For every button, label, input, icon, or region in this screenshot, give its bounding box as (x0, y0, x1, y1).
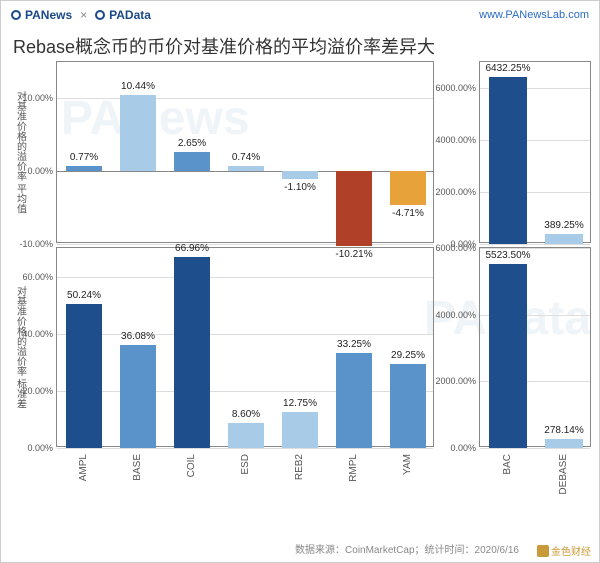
panel-botLeft: 0.00%20.00%40.00%60.00%对基准价格的溢价率 标准差50.2… (56, 247, 434, 447)
ytick: 2000.00% (435, 376, 480, 386)
gridline (480, 448, 590, 449)
chart-grid: PANews PAData -10.00%0.00%10.00%对基准价格的溢价… (1, 61, 600, 521)
bar-REB2 (282, 412, 319, 448)
brand2: PAData (109, 8, 151, 22)
figure-container: PANews × PAData www.PANewsLab.com Rebase… (0, 0, 600, 563)
bar-label: 33.25% (337, 339, 371, 350)
brand-block: PANews × PAData (11, 8, 151, 22)
bar-BAC (489, 77, 527, 244)
bar-label: 36.08% (121, 331, 155, 342)
xtick-ESD: ESD (240, 454, 251, 475)
bar-DEBASE (545, 439, 583, 448)
gridline (57, 391, 433, 392)
ytick: 0.00% (27, 443, 57, 453)
brand-separator: × (80, 8, 87, 22)
bar-COIL (174, 257, 211, 448)
gridline (57, 244, 433, 245)
site-url: www.PANewsLab.com (479, 9, 589, 21)
bar-label: 29.25% (391, 350, 425, 361)
ytick: 0.00% (450, 443, 480, 453)
bar-ESD (228, 423, 265, 448)
bar-label: 2.65% (178, 138, 206, 149)
ytick: 6000.00% (435, 83, 480, 93)
bar-label: 0.77% (70, 152, 98, 163)
bar-label: 0.74% (232, 152, 260, 163)
bar-label: 8.60% (232, 409, 260, 420)
header: PANews × PAData www.PANewsLab.com (1, 1, 599, 29)
bar-label: 50.24% (67, 290, 101, 301)
bar-YAM (390, 171, 427, 205)
zero-line (57, 171, 433, 172)
bar-BAC (489, 264, 527, 448)
bar-COIL (174, 152, 211, 171)
bar-REB2 (282, 171, 319, 179)
bar-AMPL (66, 166, 103, 172)
ytick: 4000.00% (435, 310, 480, 320)
panel-topLeft: -10.00%0.00%10.00%对基准价格的溢价率 平均值0.77%10.4… (56, 61, 434, 243)
bar-label: 12.75% (283, 398, 317, 409)
panel-topRight: 0.00%2000.00%4000.00%6000.00%6432.25%389… (479, 61, 591, 243)
bar-label: -1.10% (284, 182, 316, 193)
ytick: 10.00% (22, 93, 57, 103)
gridline (57, 277, 433, 278)
gridline (480, 248, 590, 249)
bar-label: 6432.25% (485, 63, 530, 74)
bar-BASE (120, 95, 157, 171)
panel-botRight: 0.00%2000.00%4000.00%6000.00%5523.50%278… (479, 247, 591, 447)
bar-RMPL (336, 353, 373, 448)
brand1: PANews (25, 8, 72, 22)
xtick-BAC: BAC (502, 454, 513, 475)
bar-RMPL (336, 171, 373, 245)
bar-label: -4.71% (392, 208, 424, 219)
gridline (57, 98, 433, 99)
ytick: 6000.00% (435, 243, 480, 253)
ytick: 60.00% (22, 272, 57, 282)
bar-YAM (390, 364, 427, 448)
xtick-REB2: REB2 (294, 454, 305, 480)
link-icon (11, 10, 21, 20)
bar-label: 66.96% (175, 243, 209, 254)
bar-label: 5523.50% (485, 250, 530, 261)
xtick-RMPL: RMPL (348, 454, 359, 482)
xtick-BASE: BASE (132, 454, 143, 481)
bar-label: 389.25% (544, 220, 583, 231)
y-axis-label: 对基准价格的溢价率 标准差 (13, 286, 28, 409)
xtick-DEBASE: DEBASE (558, 454, 569, 495)
ytick: 0.00% (27, 166, 57, 176)
xtick-COIL: COIL (186, 454, 197, 477)
gridline (480, 244, 590, 245)
xtick-AMPL: AMPL (78, 454, 89, 481)
ytick: 4000.00% (435, 135, 480, 145)
bar-AMPL (66, 304, 103, 448)
xtick-YAM: YAM (402, 454, 413, 475)
bar-label: 278.14% (544, 425, 583, 436)
gridline (57, 334, 433, 335)
y-axis-label: 对基准价格的溢价率 平均值 (13, 91, 28, 214)
gridline (57, 448, 433, 449)
ytick: 2000.00% (435, 187, 480, 197)
ytick: 20.00% (22, 386, 57, 396)
footer-note: 数据来源：CoinMarketCap；统计时间：2020/6/16 (295, 541, 519, 556)
bar-DEBASE (545, 234, 583, 244)
bar-BASE (120, 345, 157, 448)
ytick: 40.00% (22, 329, 57, 339)
link-icon-2 (95, 10, 105, 20)
watermark-bottom: 金色财经 (537, 543, 591, 558)
bar-label: 10.44% (121, 81, 155, 92)
bar-ESD (228, 166, 265, 171)
